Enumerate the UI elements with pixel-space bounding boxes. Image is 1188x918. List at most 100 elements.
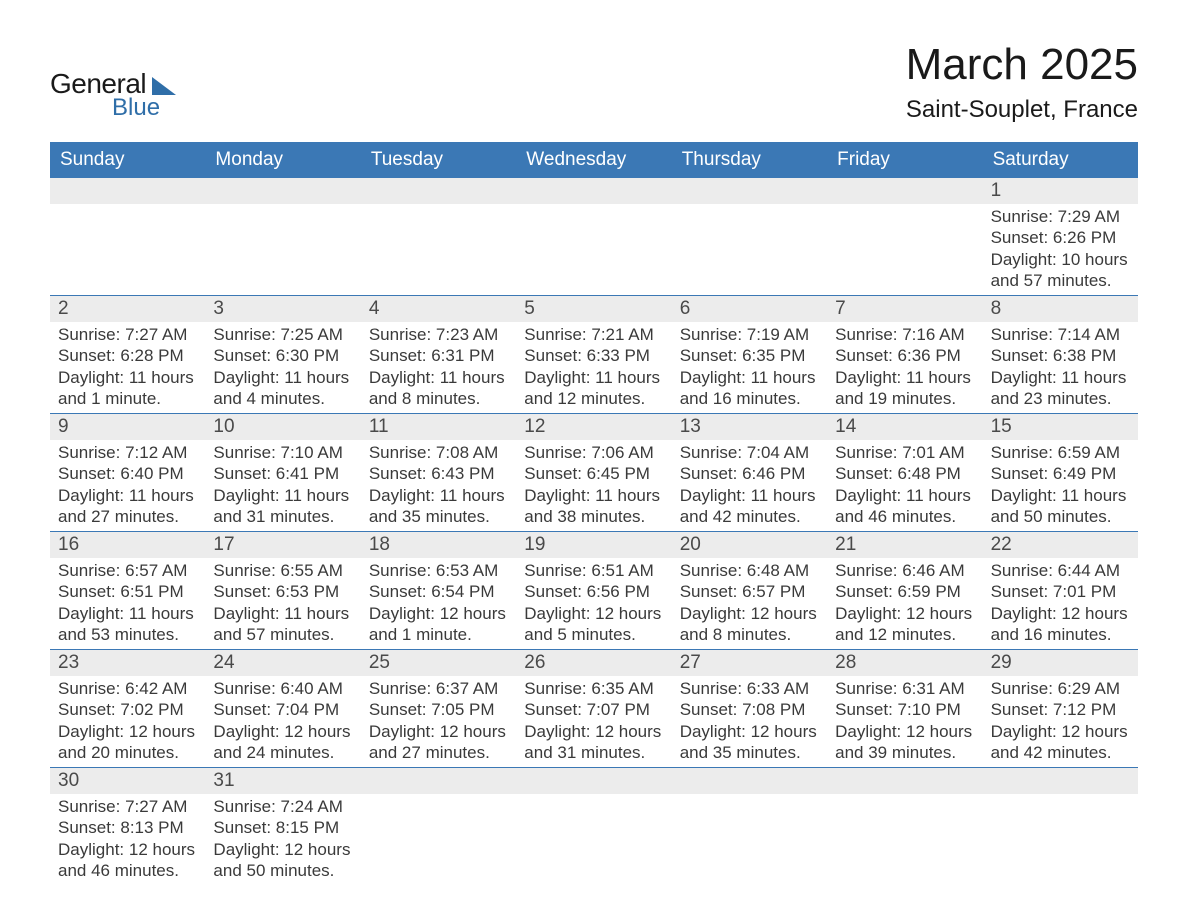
day-number bbox=[361, 768, 516, 794]
day-cell bbox=[516, 794, 671, 885]
calendar-week: 2345678Sunrise: 7:27 AMSunset: 6:28 PMDa… bbox=[50, 295, 1138, 413]
day-cell: Sunrise: 7:06 AMSunset: 6:45 PMDaylight:… bbox=[516, 440, 671, 531]
day-number: 20 bbox=[672, 532, 827, 558]
page-header: General Blue March 2025 Saint-Souplet, F… bbox=[50, 40, 1138, 124]
day-number bbox=[827, 768, 982, 794]
sunset-text: Sunset: 6:41 PM bbox=[213, 463, 352, 484]
daylight-text: Daylight: 11 hours and 38 minutes. bbox=[524, 485, 663, 528]
day-cell: Sunrise: 6:51 AMSunset: 6:56 PMDaylight:… bbox=[516, 558, 671, 649]
day-number: 12 bbox=[516, 414, 671, 440]
daylight-text: Daylight: 12 hours and 24 minutes. bbox=[213, 721, 352, 764]
day-cell bbox=[516, 204, 671, 295]
sunset-text: Sunset: 8:15 PM bbox=[213, 817, 352, 838]
daylight-text: Daylight: 12 hours and 12 minutes. bbox=[835, 603, 974, 646]
daylight-text: Daylight: 11 hours and 8 minutes. bbox=[369, 367, 508, 410]
daylight-text: Daylight: 12 hours and 50 minutes. bbox=[213, 839, 352, 882]
sunrise-text: Sunrise: 6:37 AM bbox=[369, 678, 508, 699]
day-number bbox=[827, 178, 982, 204]
sunrise-text: Sunrise: 7:12 AM bbox=[58, 442, 197, 463]
dow-saturday: Saturday bbox=[983, 142, 1138, 178]
sunrise-text: Sunrise: 7:06 AM bbox=[524, 442, 663, 463]
sunrise-text: Sunrise: 6:57 AM bbox=[58, 560, 197, 581]
day-cell: Sunrise: 7:24 AMSunset: 8:15 PMDaylight:… bbox=[205, 794, 360, 885]
dow-sunday: Sunday bbox=[50, 142, 205, 178]
daylight-text: Daylight: 12 hours and 8 minutes. bbox=[680, 603, 819, 646]
day-number: 29 bbox=[983, 650, 1138, 676]
day-number: 4 bbox=[361, 296, 516, 322]
sunrise-text: Sunrise: 6:31 AM bbox=[835, 678, 974, 699]
sunset-text: Sunset: 6:43 PM bbox=[369, 463, 508, 484]
day-cell: Sunrise: 6:55 AMSunset: 6:53 PMDaylight:… bbox=[205, 558, 360, 649]
day-number bbox=[516, 768, 671, 794]
calendar-week: 23242526272829Sunrise: 6:42 AMSunset: 7:… bbox=[50, 649, 1138, 767]
dow-thursday: Thursday bbox=[672, 142, 827, 178]
day-cell: Sunrise: 6:57 AMSunset: 6:51 PMDaylight:… bbox=[50, 558, 205, 649]
day-number: 22 bbox=[983, 532, 1138, 558]
daylight-text: Daylight: 12 hours and 42 minutes. bbox=[991, 721, 1130, 764]
calendar: Sunday Monday Tuesday Wednesday Thursday… bbox=[50, 142, 1138, 885]
day-cell bbox=[827, 794, 982, 885]
sunset-text: Sunset: 6:45 PM bbox=[524, 463, 663, 484]
daylight-text: Daylight: 11 hours and 57 minutes. bbox=[213, 603, 352, 646]
day-number: 17 bbox=[205, 532, 360, 558]
sunset-text: Sunset: 7:08 PM bbox=[680, 699, 819, 720]
sunset-text: Sunset: 6:26 PM bbox=[991, 227, 1130, 248]
sunset-text: Sunset: 6:53 PM bbox=[213, 581, 352, 602]
calendar-week: 9101112131415Sunrise: 7:12 AMSunset: 6:4… bbox=[50, 413, 1138, 531]
day-number: 18 bbox=[361, 532, 516, 558]
day-cell: Sunrise: 6:48 AMSunset: 6:57 PMDaylight:… bbox=[672, 558, 827, 649]
brand-triangle-icon bbox=[152, 77, 176, 95]
daylight-text: Daylight: 12 hours and 46 minutes. bbox=[58, 839, 197, 882]
day-number: 8 bbox=[983, 296, 1138, 322]
sunrise-text: Sunrise: 7:21 AM bbox=[524, 324, 663, 345]
daylight-text: Daylight: 11 hours and 46 minutes. bbox=[835, 485, 974, 528]
sunset-text: Sunset: 6:51 PM bbox=[58, 581, 197, 602]
sunrise-text: Sunrise: 6:33 AM bbox=[680, 678, 819, 699]
day-number: 6 bbox=[672, 296, 827, 322]
day-cell: Sunrise: 6:59 AMSunset: 6:49 PMDaylight:… bbox=[983, 440, 1138, 531]
day-cell bbox=[983, 794, 1138, 885]
sunset-text: Sunset: 6:33 PM bbox=[524, 345, 663, 366]
day-number bbox=[50, 178, 205, 204]
daylight-text: Daylight: 11 hours and 42 minutes. bbox=[680, 485, 819, 528]
day-number: 3 bbox=[205, 296, 360, 322]
sunrise-text: Sunrise: 6:53 AM bbox=[369, 560, 508, 581]
sunset-text: Sunset: 6:28 PM bbox=[58, 345, 197, 366]
sunset-text: Sunset: 7:04 PM bbox=[213, 699, 352, 720]
daylight-text: Daylight: 11 hours and 35 minutes. bbox=[369, 485, 508, 528]
daylight-text: Daylight: 12 hours and 39 minutes. bbox=[835, 721, 974, 764]
sunset-text: Sunset: 6:35 PM bbox=[680, 345, 819, 366]
sunrise-text: Sunrise: 7:10 AM bbox=[213, 442, 352, 463]
sunrise-text: Sunrise: 6:46 AM bbox=[835, 560, 974, 581]
sunset-text: Sunset: 6:31 PM bbox=[369, 345, 508, 366]
sunset-text: Sunset: 7:02 PM bbox=[58, 699, 197, 720]
day-number bbox=[516, 178, 671, 204]
sunrise-text: Sunrise: 7:24 AM bbox=[213, 796, 352, 817]
day-cell: Sunrise: 6:33 AMSunset: 7:08 PMDaylight:… bbox=[672, 676, 827, 767]
day-number: 16 bbox=[50, 532, 205, 558]
sunset-text: Sunset: 6:48 PM bbox=[835, 463, 974, 484]
day-number: 28 bbox=[827, 650, 982, 676]
sunrise-text: Sunrise: 6:55 AM bbox=[213, 560, 352, 581]
daylight-text: Daylight: 11 hours and 4 minutes. bbox=[213, 367, 352, 410]
sunrise-text: Sunrise: 7:08 AM bbox=[369, 442, 508, 463]
day-number: 21 bbox=[827, 532, 982, 558]
day-number: 13 bbox=[672, 414, 827, 440]
sunrise-text: Sunrise: 6:40 AM bbox=[213, 678, 352, 699]
title-block: March 2025 Saint-Souplet, France bbox=[906, 40, 1138, 124]
sunrise-text: Sunrise: 6:51 AM bbox=[524, 560, 663, 581]
sunset-text: Sunset: 6:49 PM bbox=[991, 463, 1130, 484]
sunrise-text: Sunrise: 7:29 AM bbox=[991, 206, 1130, 227]
day-number: 15 bbox=[983, 414, 1138, 440]
daylight-text: Daylight: 12 hours and 27 minutes. bbox=[369, 721, 508, 764]
sunrise-text: Sunrise: 7:25 AM bbox=[213, 324, 352, 345]
day-cell: Sunrise: 7:12 AMSunset: 6:40 PMDaylight:… bbox=[50, 440, 205, 531]
day-cell: Sunrise: 7:14 AMSunset: 6:38 PMDaylight:… bbox=[983, 322, 1138, 413]
sunset-text: Sunset: 6:36 PM bbox=[835, 345, 974, 366]
daylight-text: Daylight: 11 hours and 1 minute. bbox=[58, 367, 197, 410]
day-cell bbox=[361, 204, 516, 295]
sunrise-text: Sunrise: 7:01 AM bbox=[835, 442, 974, 463]
location-label: Saint-Souplet, France bbox=[906, 96, 1138, 124]
daylight-text: Daylight: 11 hours and 23 minutes. bbox=[991, 367, 1130, 410]
day-number: 11 bbox=[361, 414, 516, 440]
